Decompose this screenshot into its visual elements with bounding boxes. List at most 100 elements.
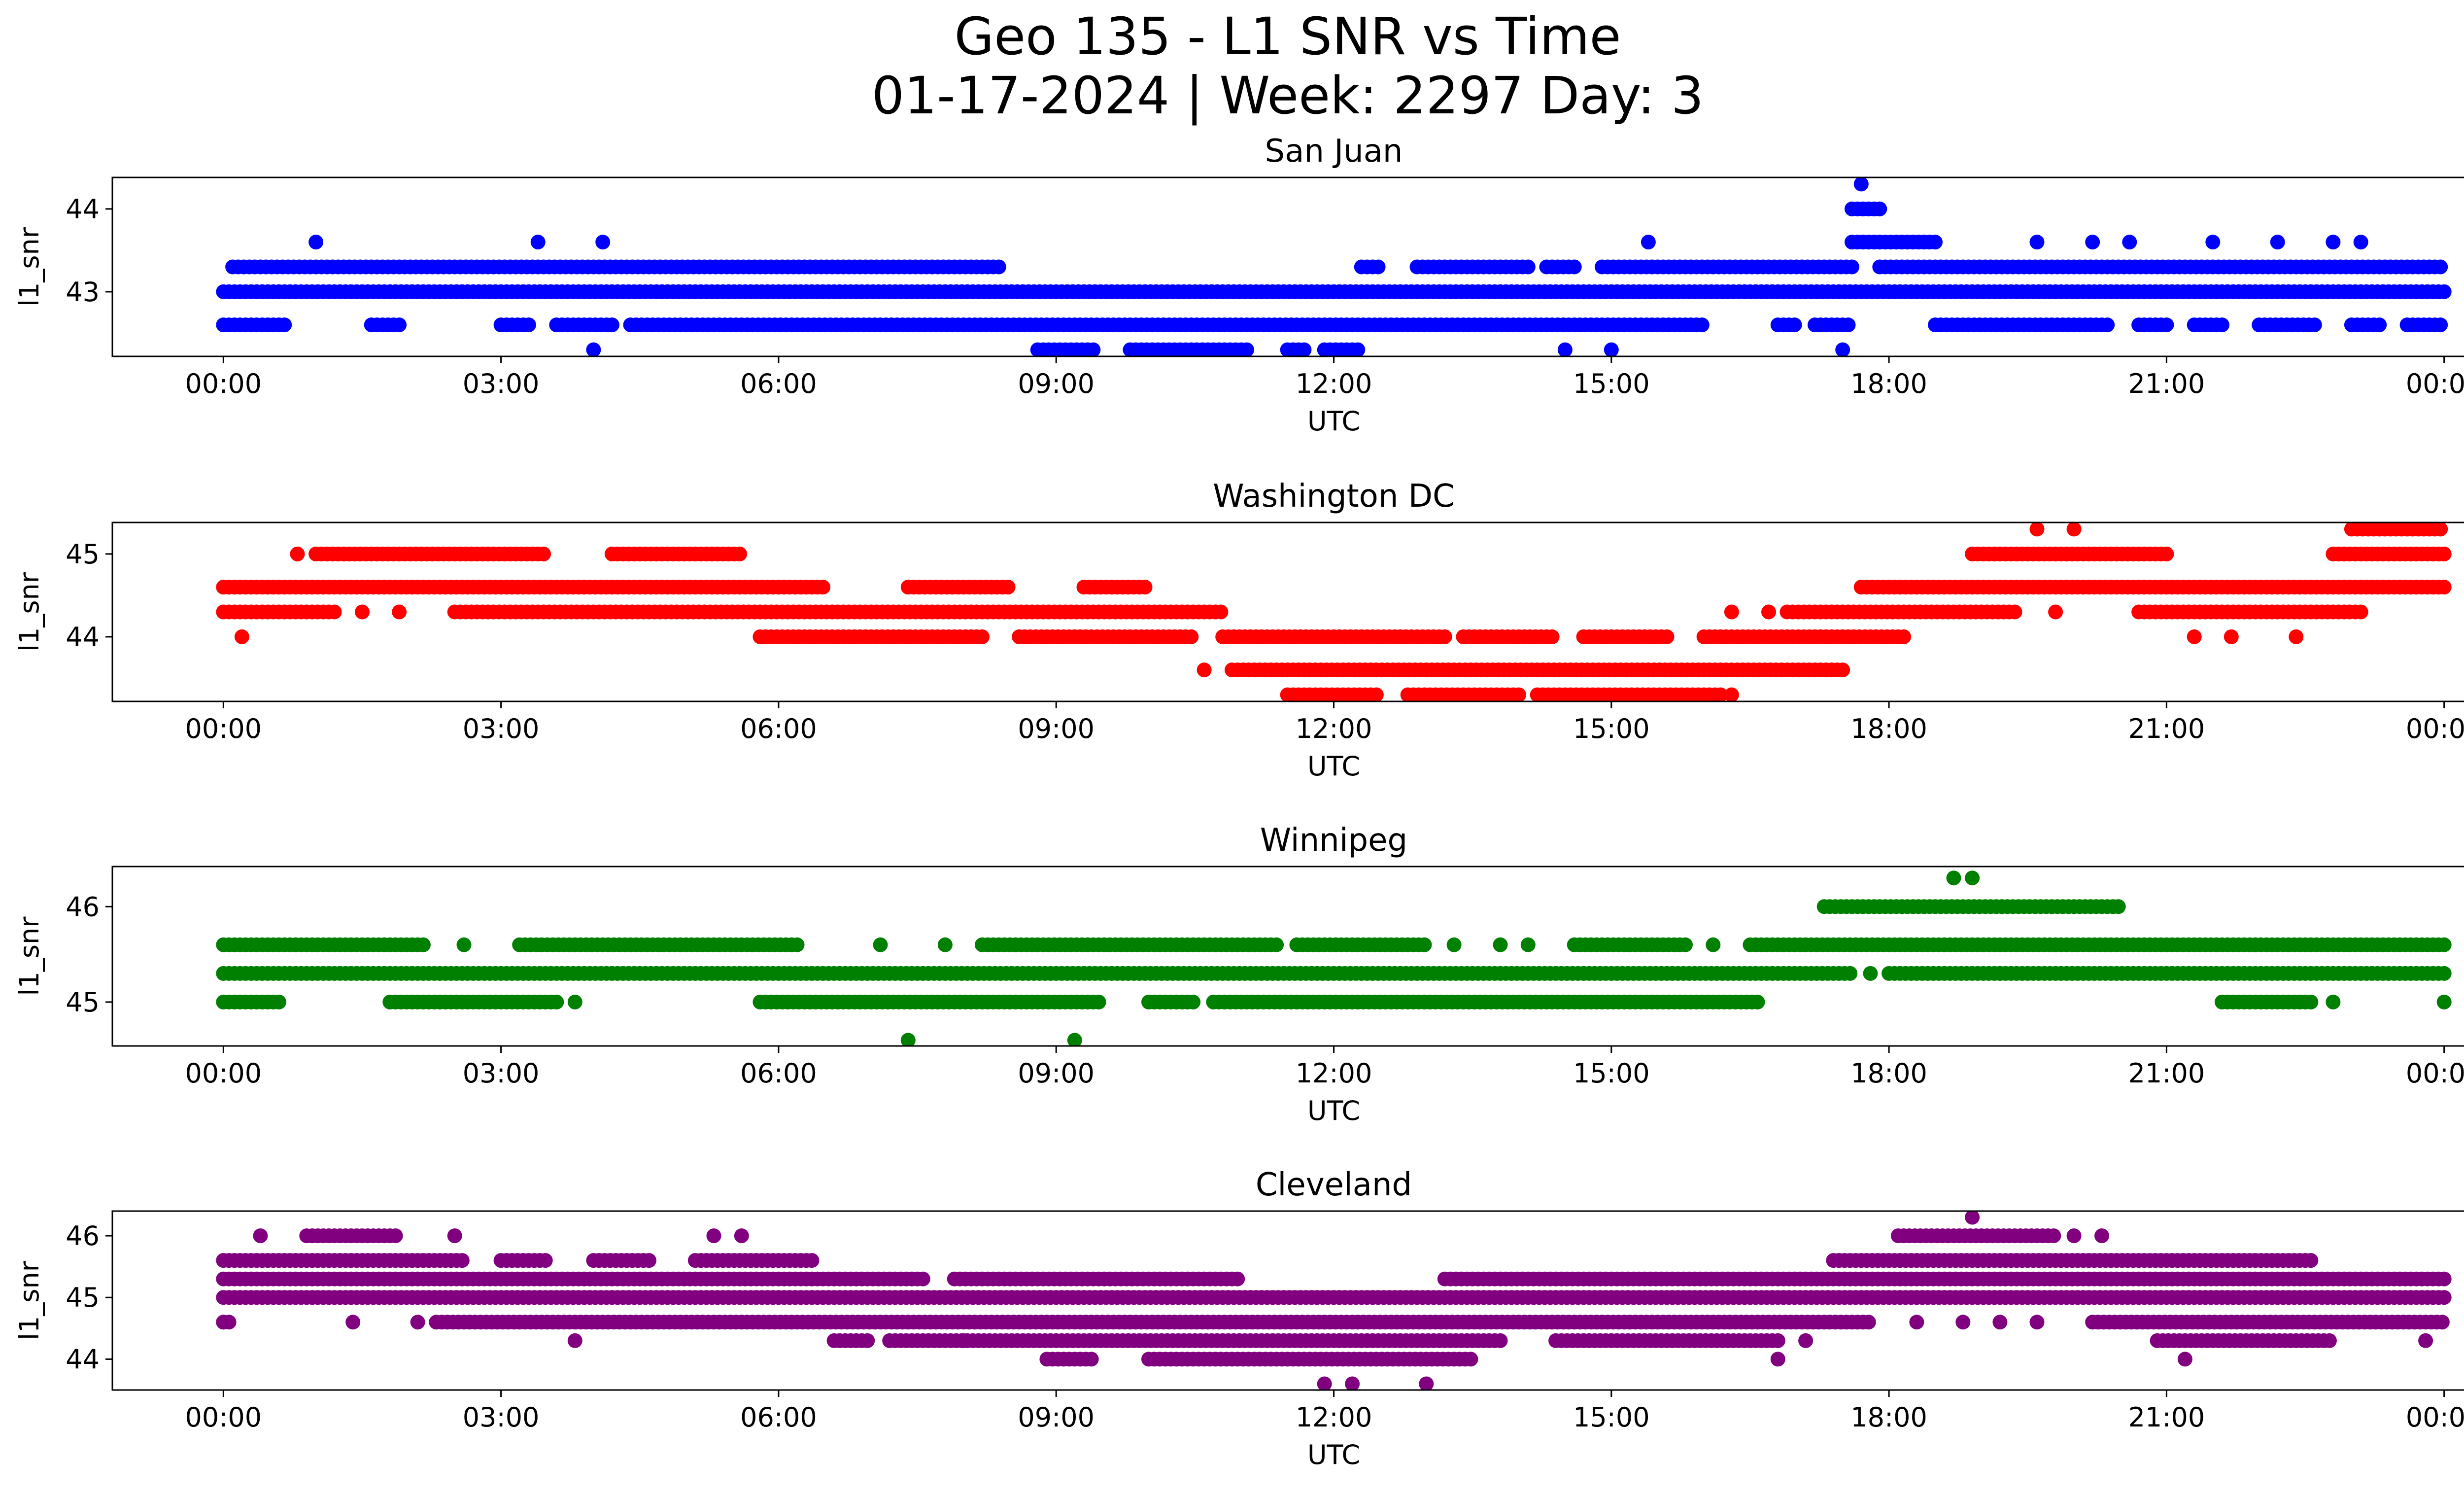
data-point [991,259,1006,275]
data-point [1230,1271,1245,1286]
data-point [1798,1333,1814,1348]
data-point [1345,1376,1360,1390]
data-point [2436,1290,2452,1305]
data-point [2326,994,2341,1009]
data-point [388,1228,403,1244]
x-tick-label: 06:00 [740,713,817,744]
y-tick-label: 45 [66,539,100,570]
data-point [915,1271,930,1286]
x-tick-label: 09:00 [1018,1402,1095,1433]
data-point [642,1253,656,1268]
x-tick-label: 09:00 [1018,713,1095,744]
data-point [234,629,249,644]
x-tick-label: 15:00 [1573,1402,1650,1433]
data-point [2046,1228,2061,1244]
data-point [1000,580,1016,595]
figure-title-line-1: Geo 135 - L1 SNR vs Time [954,6,1621,67]
data-point [355,604,370,620]
data-point [789,937,805,952]
data-point [2303,994,2319,1009]
data-point [2159,317,2174,333]
y-axis-label: l1_snr [14,916,45,996]
x-tick-label: 21:00 [2128,713,2205,744]
x-tick-label: 15:00 [1573,368,1650,399]
x-tick-label: 03:00 [463,1058,540,1089]
data-point [1992,1315,2008,1330]
data-point [2029,1315,2045,1330]
data-point [1369,687,1384,701]
data-point [804,1253,820,1268]
data-point [2436,1271,2452,1286]
data-point [447,1228,462,1244]
data-point [1706,937,1721,952]
data-point [2289,629,2304,644]
x-tick-label: 00:00 [185,713,262,744]
data-point [1350,342,1366,356]
data-point [1896,629,1912,644]
y-tick-label: 46 [66,1220,100,1252]
data-point [2159,546,2174,561]
axes-frame [111,866,2464,1047]
subplot-san-juan: 00:00 03:00 06:00 09:00 12:00 15:00 18:00 21:00… [14,133,2464,437]
x-tick-label: 18:00 [1850,1058,1927,1089]
data-point [2433,522,2448,537]
data-point [1463,1352,1478,1367]
data-point [1659,629,1675,644]
data-point [1370,259,1386,275]
data-point [1770,1333,1785,1348]
x-tick-label: 12:00 [1296,1402,1372,1433]
data-point [1419,1376,1434,1390]
x-tick-label: 00:00 [2406,713,2464,744]
data-point [1841,317,1856,333]
data-point [415,937,431,952]
data-point [1520,937,1536,952]
data-point [604,317,619,333]
data-point [1067,1033,1082,1046]
y-tick-label: 43 [66,277,100,308]
x-tick-label: 00:00 [2406,368,2464,399]
data-point [706,1228,721,1244]
data-point [1317,1376,1332,1390]
data-point [1872,201,1887,216]
data-point [734,1228,749,1244]
data-point [410,1315,425,1330]
data-point [2187,629,2202,644]
x-axis-label: UTC [1307,751,1360,782]
scatter-markers [216,1211,2452,1390]
scatter-markers [216,522,2452,701]
data-point [1928,235,1943,250]
data-point [2436,937,2452,952]
data-point [1446,937,1462,952]
subplot-title: San Juan [1265,133,1403,170]
data-point [732,546,747,561]
x-tick-label: 09:00 [1018,368,1095,399]
data-point [1184,629,1199,644]
data-point [2433,317,2448,333]
data-point [975,629,990,644]
x-tick-label: 15:00 [1573,1058,1650,1089]
x-tick-label: 00:00 [185,368,262,399]
data-point [2326,235,2341,250]
data-point [1417,937,1432,952]
data-point [1511,687,1526,701]
data-point [1086,342,1101,356]
x-tick-label: 00:00 [2406,1058,2464,1089]
data-point [2224,629,2239,644]
y-axis-label: l1_snr [14,227,45,307]
data-point [454,1253,470,1268]
data-point [567,994,582,1009]
data-point [2434,1315,2450,1330]
x-tick-label: 03:00 [463,368,540,399]
subplot-winnipeg: 00:00 03:00 06:00 09:00 12:00 15:00 18:00 21:00… [14,822,2464,1126]
data-point [1724,604,1739,620]
x-tick-label: 00:00 [2406,1402,2464,1433]
data-point [1845,259,1859,275]
x-axis-label: UTC [1307,1439,1360,1470]
data-point [392,604,407,620]
x-tick-label: 06:00 [740,368,817,399]
data-point [586,342,601,356]
data-point [538,1253,553,1268]
data-point [216,1315,231,1330]
data-point [308,235,324,250]
